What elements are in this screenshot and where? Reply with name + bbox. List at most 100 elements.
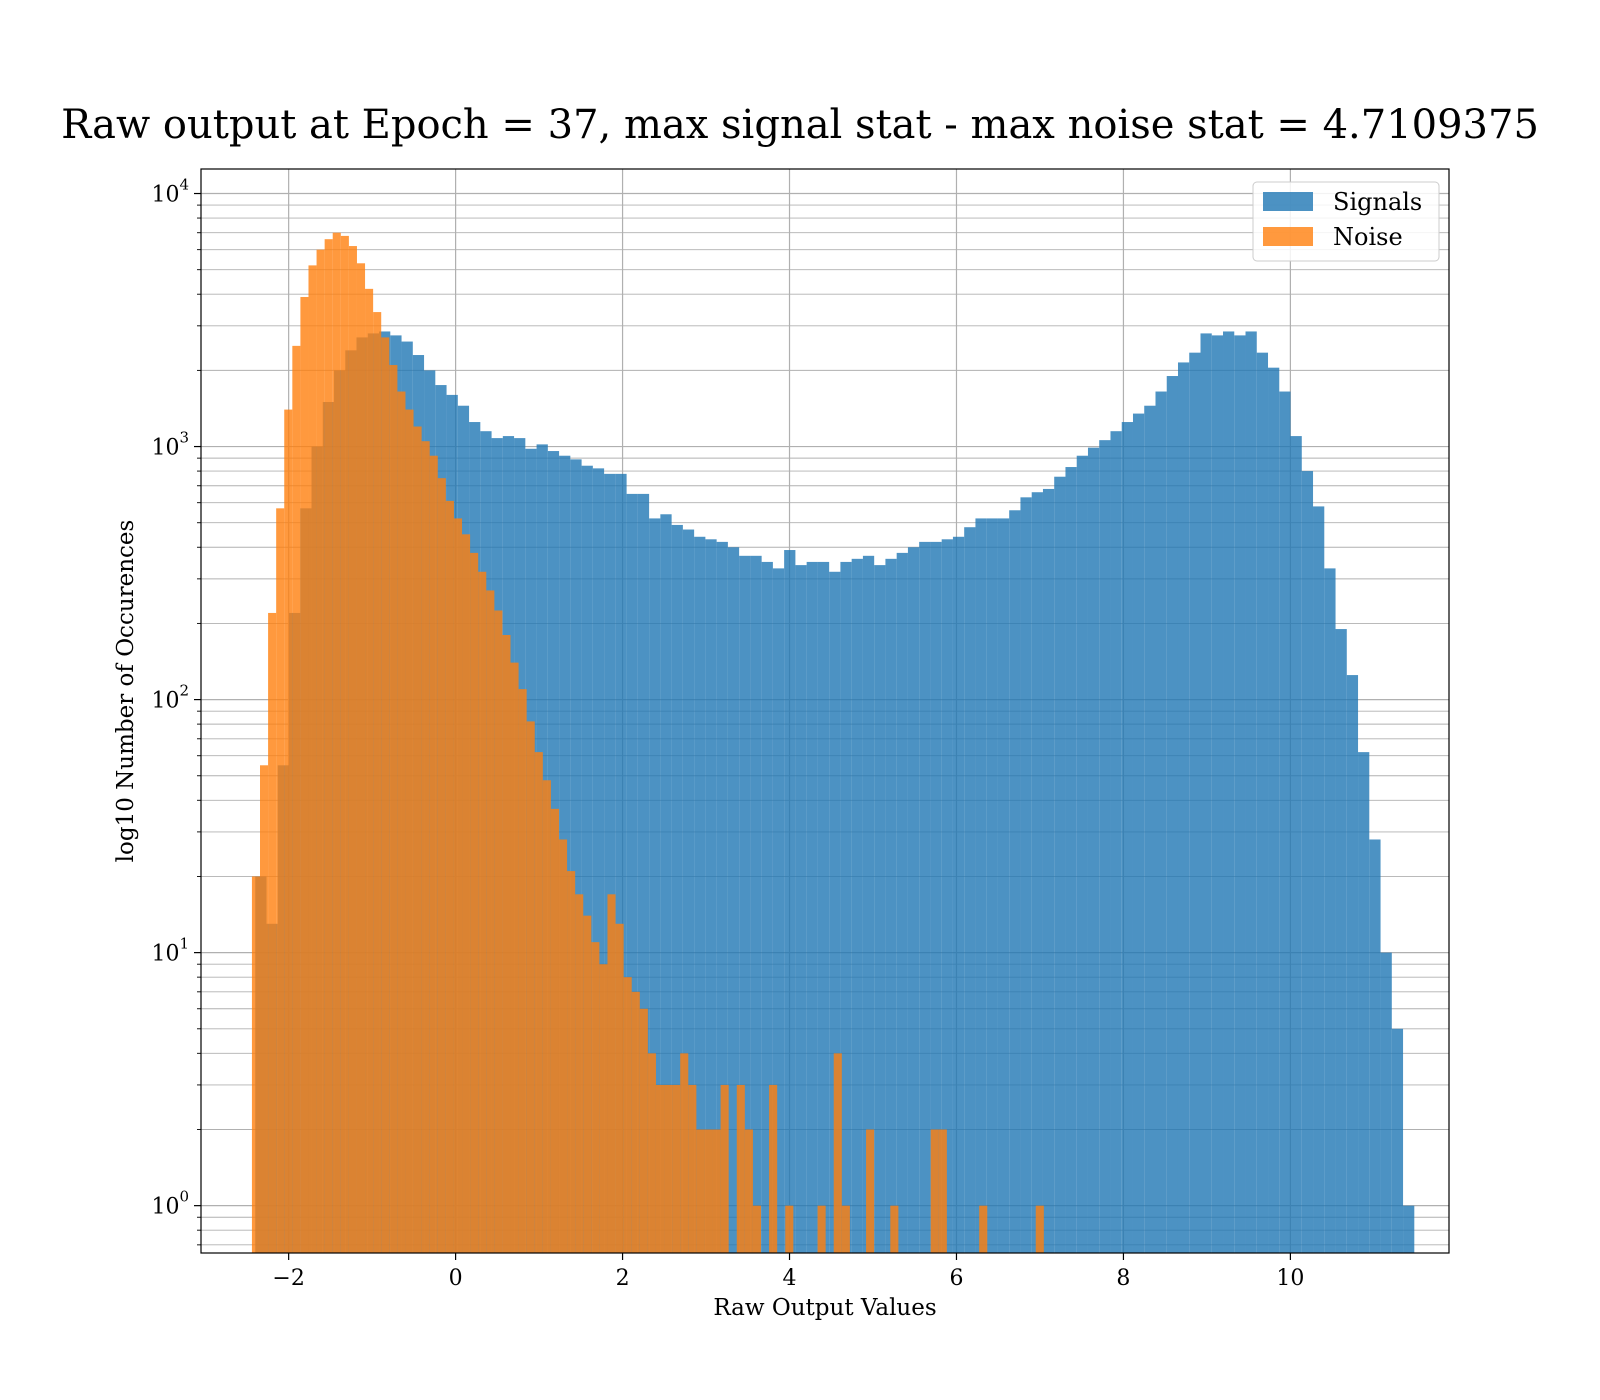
y-tick-label: 102	[151, 682, 189, 714]
histogram-bar-noise	[680, 1053, 689, 1253]
histogram-bar-noise	[413, 426, 422, 1253]
histogram-bar-signals	[1369, 839, 1381, 1253]
histogram-bar-noise	[389, 365, 398, 1253]
histogram-bar-signals	[1189, 352, 1201, 1253]
legend-label-signals: Signals	[1333, 188, 1422, 216]
histogram-bar-noise	[979, 1205, 988, 1253]
histogram-bar-signals	[1358, 752, 1370, 1253]
histogram-bar-signals	[649, 518, 661, 1253]
x-tick-label: 10	[1276, 1266, 1304, 1291]
histogram-bar-signals	[874, 565, 886, 1253]
histogram-bar-signals	[750, 555, 762, 1253]
histogram-bar-noise	[470, 552, 479, 1253]
histogram-bar-signals	[727, 547, 740, 1253]
histogram-bar-noise	[704, 1129, 713, 1253]
histogram-bar-signals	[1234, 335, 1246, 1254]
histogram-bar-signals	[817, 561, 830, 1253]
histogram-bar-signals	[1380, 952, 1392, 1253]
histogram-bar-signals	[1166, 376, 1178, 1254]
histogram-bar-signals	[761, 561, 773, 1253]
histogram-bar-signals	[637, 493, 650, 1253]
histogram-bar-signals	[1031, 492, 1043, 1253]
histogram-bar-noise	[421, 441, 430, 1253]
histogram-bar-noise	[510, 662, 519, 1253]
histogram-bar-signals	[1076, 455, 1088, 1254]
y-tick-label: 103	[151, 429, 189, 461]
histogram-bar-noise	[639, 1008, 648, 1253]
histogram-bar-signals	[570, 459, 582, 1253]
histogram-bar-noise	[526, 721, 535, 1253]
histogram-bar-signals	[1110, 431, 1122, 1253]
histogram-bar-noise	[276, 508, 285, 1253]
histogram-bar-signals	[930, 541, 942, 1253]
histogram-bar-signals	[1200, 333, 1212, 1254]
legend: Signals Noise	[1252, 181, 1440, 262]
histogram-bar-signals	[1020, 497, 1032, 1253]
histogram-bar-signals	[1177, 362, 1190, 1253]
histogram-bar-noise	[647, 1053, 656, 1253]
histogram-bar-signals	[1042, 488, 1055, 1254]
histogram-bar-signals	[885, 558, 897, 1253]
histogram-bar-noise	[720, 1084, 729, 1253]
histogram-bar-noise	[502, 634, 511, 1253]
histogram-bar-signals	[705, 539, 717, 1253]
x-tick-label: 0	[449, 1266, 463, 1291]
histogram-bar-noise	[462, 534, 471, 1253]
legend-swatch-signals	[1263, 192, 1313, 211]
histogram-bar-signals	[1403, 1205, 1415, 1253]
histogram-bars	[251, 232, 1415, 1254]
histogram-bar-noise	[494, 610, 503, 1253]
histogram-bar-noise	[607, 894, 616, 1253]
histogram-bar-signals	[862, 555, 875, 1253]
y-tick-label: 101	[151, 935, 189, 967]
histogram-bar-signals	[806, 561, 818, 1253]
histogram-bar-signals	[1132, 413, 1145, 1253]
histogram-bar-signals	[739, 555, 751, 1253]
histogram-bar-signals	[604, 473, 616, 1253]
histogram-bar-signals	[1268, 367, 1280, 1254]
histogram-bar-signals	[1301, 471, 1314, 1253]
histogram-bar-noise	[655, 1084, 665, 1253]
histogram-bar-noise	[437, 478, 446, 1254]
histogram-bar-noise	[486, 590, 495, 1253]
histogram-bar-noise	[930, 1129, 939, 1253]
histogram-bar-signals	[784, 550, 796, 1253]
histogram-bar-noise	[623, 977, 632, 1253]
histogram-bar-noise	[324, 239, 333, 1254]
y-tick-label: 100	[151, 1188, 189, 1220]
series-noise	[251, 232, 1044, 1254]
histogram-bar-signals	[1065, 467, 1077, 1253]
histogram-bar-noise	[397, 391, 406, 1253]
histogram-bar-signals	[682, 529, 695, 1253]
histogram-bar-noise	[752, 1205, 762, 1253]
histogram-bar-noise	[744, 1129, 753, 1253]
histogram-bar-signals	[1087, 447, 1100, 1254]
histogram-bar-signals	[851, 558, 863, 1253]
histogram-bar-noise	[785, 1205, 794, 1253]
histogram-bar-signals	[1256, 352, 1269, 1253]
histogram-bar-signals	[986, 518, 998, 1253]
histogram-bar-noise	[1035, 1205, 1044, 1253]
histogram-bar-signals	[660, 514, 672, 1253]
histogram-bar-noise	[938, 1129, 947, 1253]
histogram-bar-noise	[429, 455, 438, 1254]
histogram-bar-signals	[919, 541, 931, 1253]
histogram-bar-signals	[694, 536, 706, 1253]
histogram-bar-noise	[340, 235, 349, 1254]
histogram-bar-noise	[599, 964, 608, 1253]
histogram-bar-noise	[453, 518, 463, 1253]
histogram-bar-signals	[829, 571, 841, 1253]
histogram-bar-noise	[284, 409, 293, 1253]
histogram-bar-signals	[615, 473, 627, 1253]
histogram-bar-signals	[1279, 391, 1291, 1253]
histogram-bar-signals	[1009, 510, 1021, 1253]
histogram-bar-noise	[769, 1084, 778, 1253]
histogram-bar-signals	[896, 552, 908, 1253]
histogram-bar-signals	[1121, 422, 1133, 1253]
histogram-bar-signals	[716, 541, 728, 1253]
histogram-bar-signals	[1313, 506, 1325, 1253]
histogram-bar-signals	[1155, 391, 1167, 1253]
histogram-bar-noise	[356, 263, 366, 1253]
histogram-bar-signals	[1335, 629, 1347, 1253]
histogram-bar-noise	[575, 894, 584, 1253]
